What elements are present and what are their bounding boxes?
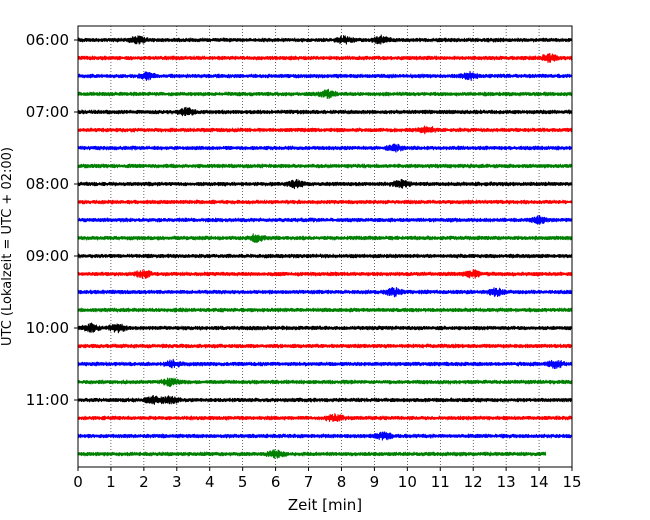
x-tick-label: 4 <box>205 473 215 491</box>
x-tick-label: 6 <box>271 473 281 491</box>
trace-0845 <box>77 233 573 244</box>
trace-0900 <box>77 253 573 259</box>
y-axis-label: UTC (Lokalzeit = UTC + 02:00) <box>0 147 15 346</box>
trace-1015 <box>77 343 573 349</box>
y-tick-label: 10:00 <box>26 319 69 337</box>
x-tick-label: 14 <box>530 473 549 491</box>
x-tick-label: 12 <box>464 473 483 491</box>
y-axis-ticks: 06:00 07:00 08:00 09:00 10:00 11:00 <box>26 31 78 409</box>
trace-0715 <box>77 125 573 135</box>
x-tick-label: 11 <box>431 473 450 491</box>
x-tick-label: 0 <box>73 473 83 491</box>
trace-0630 <box>77 70 573 82</box>
plot-frame <box>77 25 573 468</box>
x-tick-label: 8 <box>337 473 347 491</box>
trace-1045 <box>77 377 573 388</box>
trace-1100 <box>77 394 573 405</box>
trace-0930 <box>77 286 573 298</box>
x-axis-ticks: 0 1 2 3 4 5 6 7 8 9 10 11 12 13 14 15 <box>73 467 582 491</box>
trace-1130 <box>77 431 573 441</box>
trace-0800 <box>77 178 573 190</box>
y-tick-label: 09:00 <box>26 247 69 265</box>
trace-0615 <box>77 53 573 64</box>
x-tick-label: 1 <box>106 473 116 491</box>
trace-0945 <box>77 307 573 313</box>
y-tick-label: 08:00 <box>26 175 69 193</box>
seismic-traces <box>77 34 573 459</box>
x-axis-label: Zeit [min] <box>288 496 362 514</box>
trace-1115 <box>77 413 573 423</box>
trace-0600 <box>77 34 573 45</box>
x-tick-label: 10 <box>398 473 417 491</box>
trace-1030 <box>77 358 573 370</box>
trace-0645 <box>77 88 573 99</box>
trace-0830 <box>77 214 573 225</box>
trace-0815 <box>77 199 573 205</box>
trace-0700 <box>77 106 573 117</box>
trace-0745 <box>77 163 573 169</box>
x-tick-label: 7 <box>304 473 314 491</box>
y-tick-label: 07:00 <box>26 103 69 121</box>
x-tick-label: 13 <box>497 473 516 491</box>
x-tick-label: 2 <box>139 473 149 491</box>
trace-1000 <box>77 322 573 334</box>
trace-0915 <box>77 269 573 279</box>
x-tick-label: 15 <box>562 473 581 491</box>
y-tick-label: 06:00 <box>26 31 69 49</box>
x-tick-label: 3 <box>172 473 182 491</box>
y-tick-label: 11:00 <box>26 391 69 409</box>
x-tick-label: 5 <box>238 473 248 491</box>
trace-1145 <box>77 449 547 459</box>
trace-0730 <box>77 143 573 153</box>
x-tick-label: 9 <box>370 473 380 491</box>
